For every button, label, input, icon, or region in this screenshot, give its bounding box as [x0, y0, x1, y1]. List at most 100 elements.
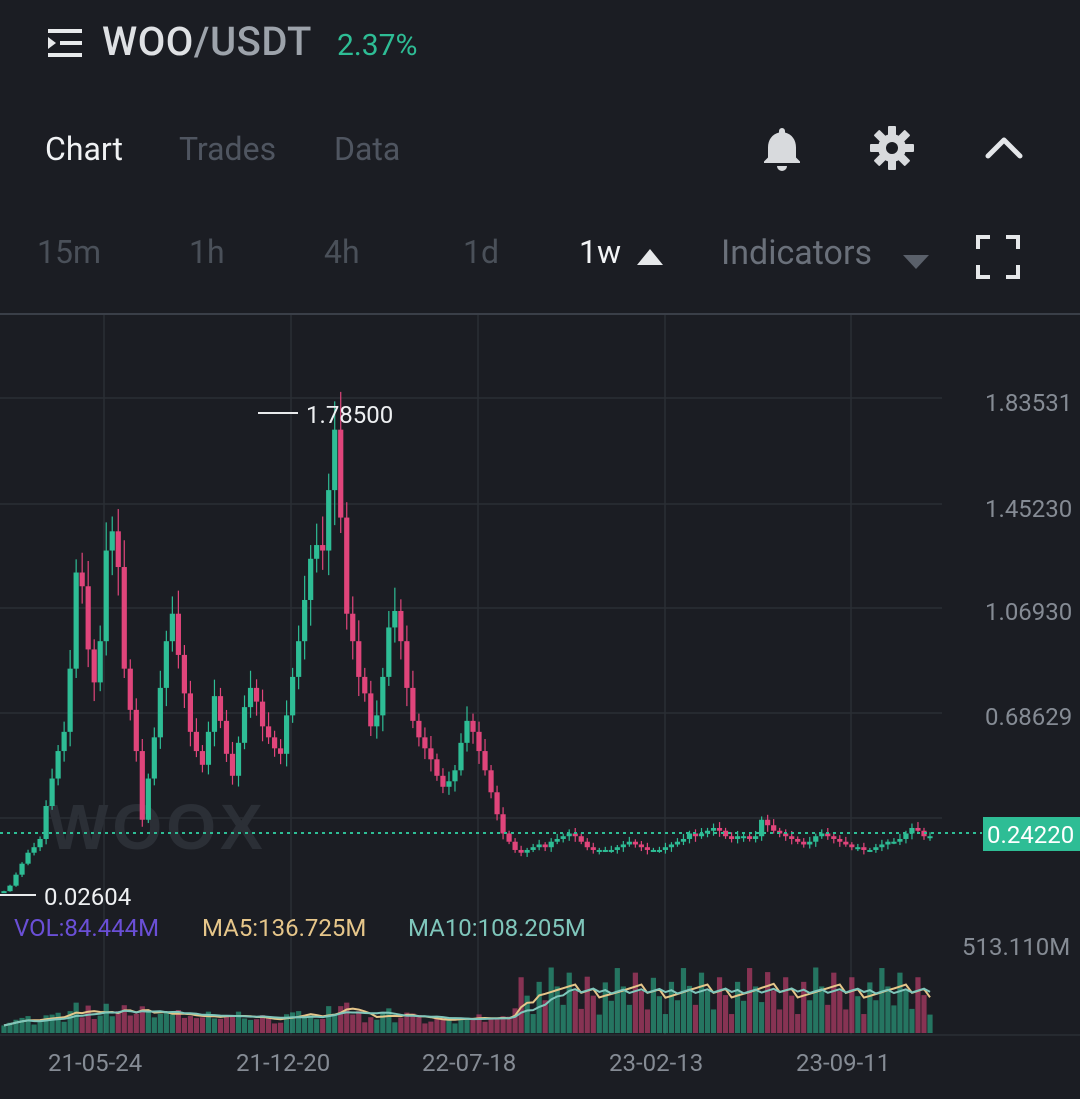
volume-bar — [500, 1016, 506, 1033]
candle-body — [488, 770, 494, 793]
candle-body — [49, 778, 55, 807]
candle-body — [145, 778, 151, 820]
volume-bar — [698, 972, 705, 1033]
volume-bar — [284, 1014, 290, 1033]
volume-bar — [662, 1014, 669, 1033]
volume-bar — [446, 1017, 452, 1033]
interval-1h[interactable]: 1h — [189, 233, 225, 271]
volume-bar — [121, 1005, 127, 1033]
candle-body — [259, 701, 266, 727]
candle-body — [500, 814, 506, 834]
candle-body — [344, 517, 350, 614]
trading-pair-title[interactable]: WOO/USDT — [102, 18, 312, 65]
volume-bar — [789, 995, 795, 1033]
candle-body — [692, 833, 699, 837]
candle-body — [410, 687, 416, 721]
candle-body — [638, 844, 644, 848]
candle-body — [85, 586, 91, 650]
candle-body — [356, 641, 362, 677]
volume-bar — [734, 981, 741, 1033]
volume-bar — [524, 995, 530, 1033]
volume-bar — [927, 1014, 933, 1033]
volume-bar — [356, 1011, 362, 1033]
interval-1w[interactable]: 1w — [579, 233, 663, 271]
candle-body — [308, 558, 314, 600]
candle-body — [927, 836, 933, 839]
volume-bar — [566, 972, 572, 1033]
volume-bar — [831, 972, 837, 1033]
price-axis-label: 0.68629 — [985, 703, 1072, 731]
candle-body — [759, 819, 765, 837]
volume-bar — [807, 1000, 813, 1033]
candle-body — [187, 693, 194, 732]
volume-bar — [253, 1019, 260, 1033]
volume-bar — [915, 977, 921, 1033]
fullscreen-icon[interactable] — [976, 235, 1020, 279]
candle-body — [915, 827, 921, 831]
volume-bar — [163, 1012, 169, 1033]
indicators-dropdown[interactable]: Indicators — [721, 233, 929, 273]
candle-body — [241, 707, 248, 743]
tab-data[interactable]: Data — [334, 130, 401, 168]
candle-body — [710, 827, 717, 831]
bell-icon[interactable] — [758, 124, 806, 172]
candle-body — [157, 687, 163, 738]
candle-body — [175, 613, 181, 655]
volume-bar — [151, 1017, 157, 1033]
volume-bar — [37, 1022, 43, 1033]
volume-bar — [650, 977, 657, 1033]
volume-bar — [392, 1022, 398, 1033]
time-axis-label: 21-12-20 — [236, 1049, 330, 1077]
candle-body — [590, 847, 596, 850]
volume-bar — [61, 1021, 67, 1033]
candle-body — [530, 847, 536, 850]
candle-body — [37, 838, 43, 848]
volume-bar — [855, 996, 861, 1033]
candle-body — [584, 841, 590, 848]
volume-bar — [740, 1000, 747, 1033]
volume-bar — [247, 1019, 254, 1033]
candle-body — [482, 751, 488, 771]
tab-chart[interactable]: Chart — [45, 130, 123, 168]
candle-body — [398, 610, 404, 642]
gear-icon[interactable] — [868, 124, 916, 172]
interval-1d[interactable]: 1d — [463, 233, 500, 271]
current-price-badge — [983, 817, 1080, 851]
list-collapse-icon[interactable] — [48, 27, 84, 59]
candle-body — [31, 847, 37, 853]
candle-body — [247, 687, 254, 708]
candle-body — [560, 836, 566, 839]
volume-bar — [338, 1006, 344, 1033]
candle-body — [813, 836, 819, 842]
ma10-line — [3, 987, 931, 1027]
volume-bar — [686, 985, 693, 1033]
volume-bar — [783, 977, 789, 1033]
candle-body — [602, 849, 608, 852]
volume-bar — [422, 1023, 428, 1033]
volume-bar — [199, 1017, 206, 1033]
candle-body — [656, 849, 663, 852]
candle-body — [668, 844, 675, 848]
volume-bar — [103, 1003, 109, 1033]
candle-body — [73, 572, 79, 669]
price-chart[interactable]: WOOX 1.83531 1.45230 1.06930 0.68629 1.7… — [0, 313, 1080, 1099]
volume-bar — [620, 986, 626, 1033]
volume-bar — [867, 982, 873, 1033]
volume-bar — [241, 1018, 248, 1033]
volume-bar — [632, 972, 638, 1033]
volume-bar — [747, 968, 753, 1033]
candle-body — [698, 833, 705, 837]
candle-body — [686, 833, 693, 839]
chevron-up-icon[interactable] — [980, 124, 1028, 172]
interval-4h[interactable]: 4h — [324, 233, 360, 271]
volume-bar — [19, 1017, 25, 1033]
candle-body — [662, 847, 669, 850]
candle-body — [271, 737, 278, 749]
pair-slash: / — [193, 18, 210, 65]
volume-bar — [43, 1015, 49, 1033]
volume-bar — [777, 1009, 783, 1033]
interval-15m[interactable]: 15m — [37, 233, 102, 271]
volume-bar — [584, 976, 590, 1033]
tab-trades[interactable]: Trades — [179, 130, 277, 168]
volume-bar — [801, 981, 807, 1033]
